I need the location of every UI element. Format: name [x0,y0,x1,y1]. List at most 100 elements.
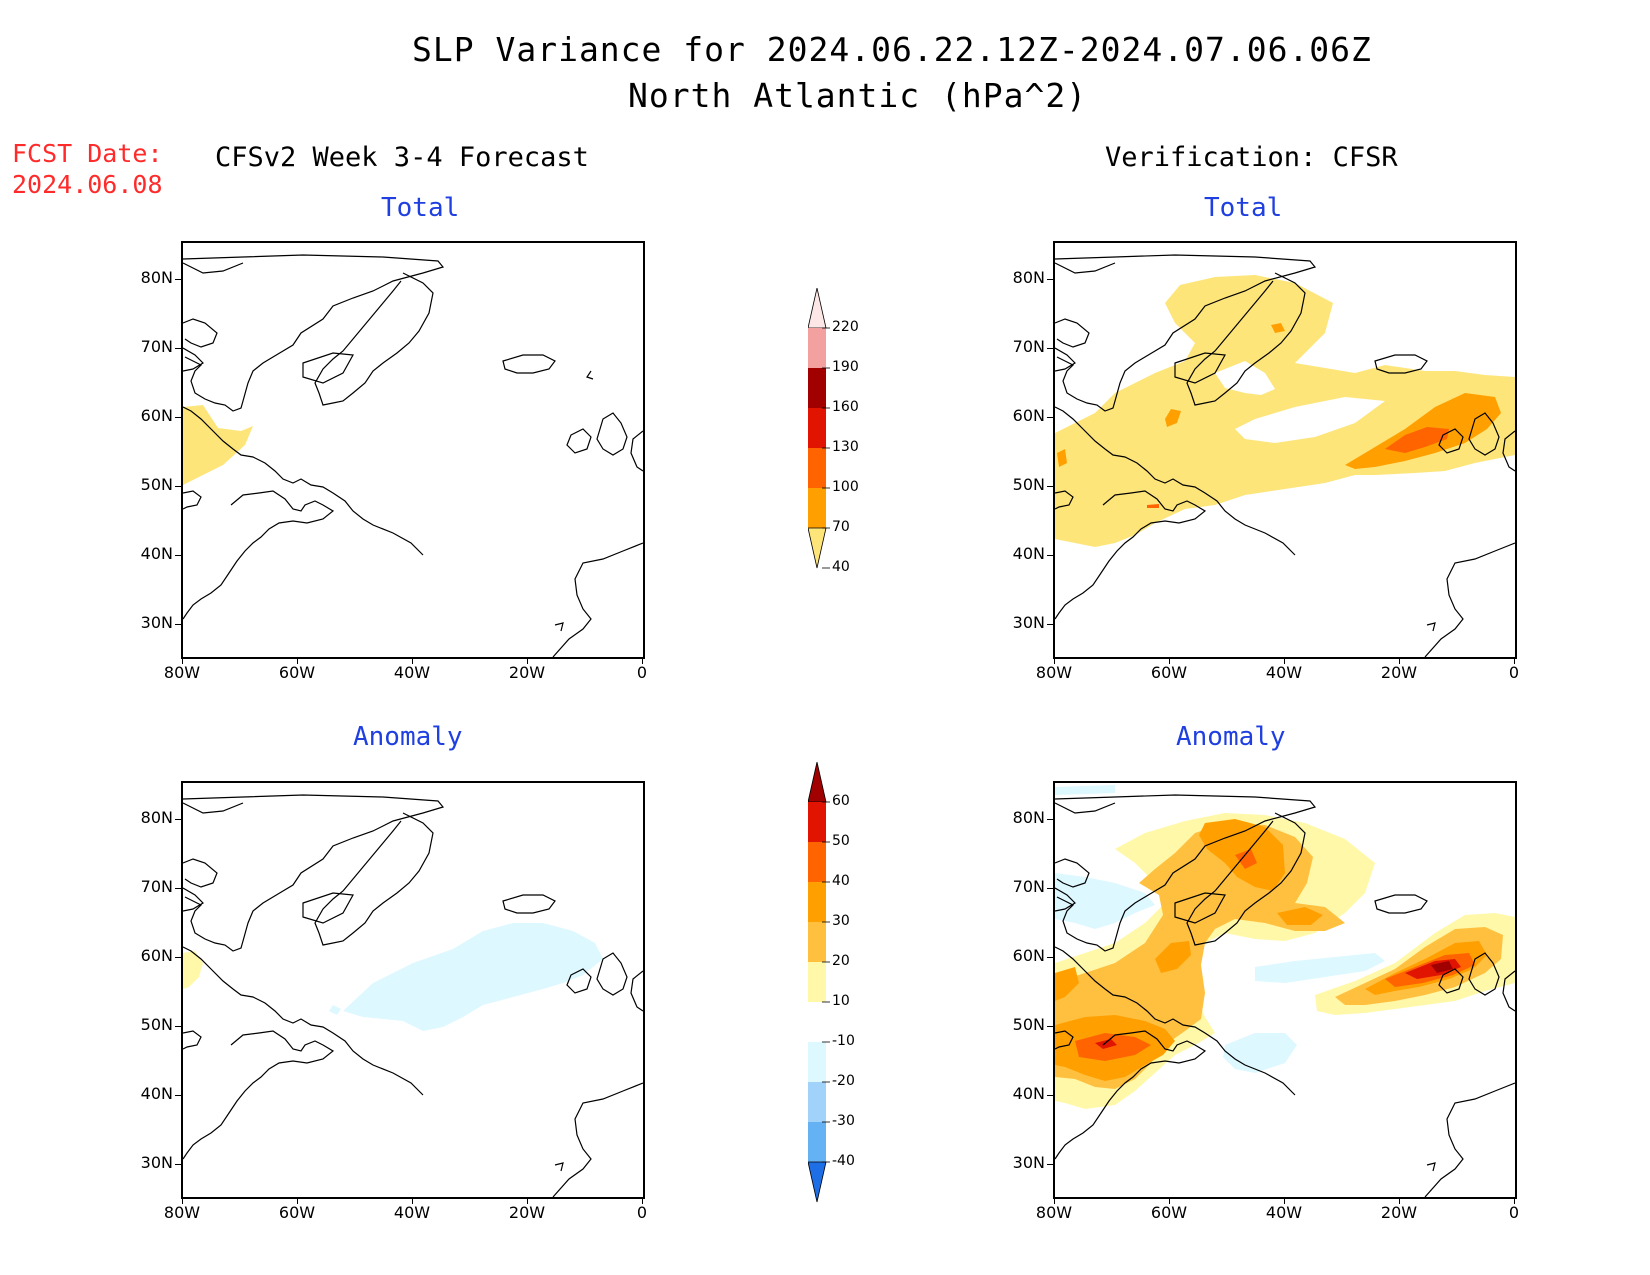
forecast-anomaly-map [181,781,645,1199]
colorbar-anomaly-swatch [808,1122,826,1162]
forecast-total-lon-label: 60W [278,663,316,682]
verification-anomaly-lon-tick [1399,1197,1400,1204]
verification-anomaly-lon-label: 80W [1035,1203,1073,1222]
forecast-anomaly-lat-label: 80N [140,808,173,827]
verification-anomaly-lat-tick [1047,888,1054,889]
forecast-anomaly-lat-tick [175,1095,182,1096]
fcst-date-label: FCST Date: [12,139,163,168]
colorbar-anomaly-label: 10 [832,993,850,1009]
forecast-anomaly-lat-label: 30N [140,1153,173,1172]
anom-pos-30-f [1055,967,1079,1001]
anom-pos-50-b [1095,1039,1117,1049]
verification-total-lon-tick [1399,657,1400,664]
anomaly-shade-positive [183,951,203,989]
verification-total-lon-label: 40W [1265,663,1303,682]
forecast-total-lon-label: 0 [636,663,648,682]
verification-anomaly-lat-tick [1047,957,1054,958]
forecast-total-lon-label: 40W [393,663,431,682]
forecast-total-lat-tick [175,279,182,280]
forecast-total-lat-tick [175,417,182,418]
colorbar-total-swatch [808,368,826,408]
verification-total-lat-label: 70N [1012,337,1045,356]
verification-anomaly-map-svg [1055,785,1515,1197]
forecast-total-lat-label: 60N [140,406,173,425]
colorbar-total-swatch [808,408,826,448]
verification-total-lon-label: 20W [1380,663,1418,682]
verification-anomaly-lon-tick [1514,1197,1515,1204]
verification-anomaly-map [1053,781,1517,1199]
colorbar-anomaly-label: -20 [832,1073,855,1089]
coastlines [183,794,643,1197]
forecast-anomaly-lat-label: 40N [140,1084,173,1103]
verification-anomaly-lat-label: 70N [1012,877,1045,896]
forecast-column-header: CFSv2 Week 3-4 Forecast [215,142,589,173]
forecast-anomaly-lat-tick [175,888,182,889]
forecast-anomaly-lon-tick [182,1197,183,1204]
colorbar-total-svg [808,288,830,569]
coastlines [1055,254,1515,657]
colorbar-anomaly: 60 50 40 30 20 10 -10 -20 -30 -40 [808,762,888,1222]
verification-total-lon-tick [1284,657,1285,664]
coastlines [183,254,643,657]
colorbar-total-swatch [808,488,826,528]
verification-total-lon-label: 0 [1508,663,1520,682]
anom-pos-40-a [1235,849,1257,869]
forecast-anomaly-lon-label: 80W [163,1203,201,1222]
verification-column-header: Verification: CFSR [1105,142,1398,173]
colorbar-anomaly-label: 30 [832,913,850,929]
forecast-anomaly-lat-tick [175,819,182,820]
forecast-anomaly-lat-label: 60N [140,946,173,965]
forecast-total-lat-label: 80N [140,268,173,287]
colorbar-total: 220 190 160 130 100 70 40 [808,288,888,618]
verification-anomaly-lon-tick [1054,1197,1055,1204]
anomaly-shade-negative [329,923,603,1031]
forecast-total-lat-label: 30N [140,613,173,632]
colorbar-total-top-arrow [808,288,827,329]
forecast-total-lat-tick [175,555,182,556]
verification-anomaly-lat-label: 30N [1012,1153,1045,1172]
verification-anomaly-lat-label: 80N [1012,808,1045,827]
forecast-total-lat-tick [175,348,182,349]
verification-total-lat-tick [1047,279,1054,280]
colorbar-total-swatch [808,448,826,488]
verification-anomaly-lon-tick [1169,1197,1170,1204]
verification-total-lon-tick [1054,657,1055,664]
colorbar-total-label: 190 [832,359,859,375]
verification-anomaly-label: Anomaly [1176,722,1286,752]
colorbar-total-label: 40 [832,559,850,575]
colorbar-total-bottom-arrow [808,527,827,569]
forecast-anomaly-lon-label: 40W [393,1203,431,1222]
forecast-total-lon-tick [182,657,183,664]
colorbar-anomaly-swatch [808,1042,826,1082]
variance-shade-spot1 [1165,409,1181,427]
verification-total-lat-label: 40N [1012,544,1045,563]
verification-total-label: Total [1204,193,1283,223]
colorbar-anomaly-label: 50 [832,833,850,849]
forecast-total-lon-label: 80W [163,663,201,682]
verification-anomaly-lon-label: 20W [1380,1203,1418,1222]
anom-pos-30-b [1155,941,1191,973]
forecast-anomaly-lon-tick [297,1197,298,1204]
verification-total-lat-label: 30N [1012,613,1045,632]
verification-total-lon-label: 60W [1150,663,1188,682]
colorbar-anomaly-label: -10 [832,1033,855,1049]
verification-total-map [1053,241,1517,659]
verification-total-lon-tick [1514,657,1515,664]
verification-anomaly-lat-label: 60N [1012,946,1045,965]
verification-total-lat-tick [1047,624,1054,625]
anom-neg-3 [1223,1033,1297,1073]
colorbar-total-label: 220 [832,319,859,335]
forecast-anomaly-lon-tick [412,1197,413,1204]
forecast-anomaly-label: Anomaly [353,722,463,752]
colorbar-anomaly-label: 20 [832,953,850,969]
colorbar-total-swatch [808,328,826,368]
verification-total-lat-label: 60N [1012,406,1045,425]
verification-anomaly-lon-tick [1284,1197,1285,1204]
verification-total-lon-tick [1169,657,1170,664]
colorbar-anomaly-swatch [808,962,826,1002]
verification-total-lat-label: 80N [1012,268,1045,287]
forecast-anomaly-lon-label: 0 [636,1203,648,1222]
verification-total-lat-tick [1047,486,1054,487]
forecast-anomaly-lon-label: 60W [278,1203,316,1222]
forecast-total-lon-tick [642,657,643,664]
